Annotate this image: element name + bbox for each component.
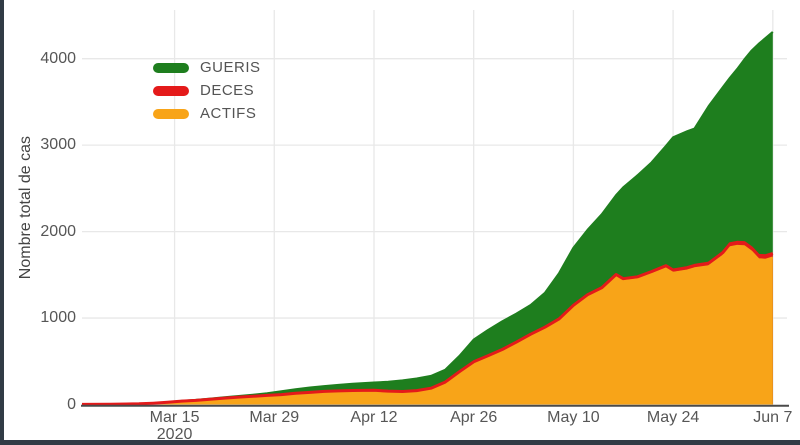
y-tick-label: 2000 <box>40 222 76 240</box>
legend-item-actifs[interactable]: ACTIFS <box>153 102 261 125</box>
window-bottom-border <box>0 440 800 445</box>
y-tick-label: 3000 <box>40 136 76 154</box>
chart-legend: GUERIS DECES ACTIFS <box>153 56 261 125</box>
y-tick-label: 1000 <box>40 309 76 327</box>
legend-item-deces[interactable]: DECES <box>153 79 261 102</box>
x-tick-label: May 24 <box>646 409 700 426</box>
y-tick-label: 0 <box>67 395 76 413</box>
line-deces <box>81 240 774 406</box>
actifs-swatch-icon <box>153 108 189 119</box>
legend-label: DECES <box>200 82 255 99</box>
legend-label: GUERIS <box>200 59 261 76</box>
x-tick-label: Mar 15 2020 <box>149 409 200 443</box>
x-tick-label: May 10 <box>547 409 600 426</box>
y-tick-label: 4000 <box>40 49 76 67</box>
x-tick-label: Jun 7 <box>753 409 793 426</box>
x-tick-label: Apr 12 <box>350 409 398 426</box>
area-actifs <box>82 245 773 405</box>
y-axis-title: Nombre total de cas <box>17 136 34 280</box>
deces-swatch-icon <box>153 85 189 96</box>
x-tick-label: Apr 26 <box>450 409 498 426</box>
x-tick-label: Mar 29 <box>249 409 300 426</box>
window-left-border <box>0 0 4 445</box>
legend-item-gueris[interactable]: GUERIS <box>153 56 261 79</box>
legend-label: ACTIFS <box>200 105 257 122</box>
gueris-swatch-icon <box>153 62 189 73</box>
